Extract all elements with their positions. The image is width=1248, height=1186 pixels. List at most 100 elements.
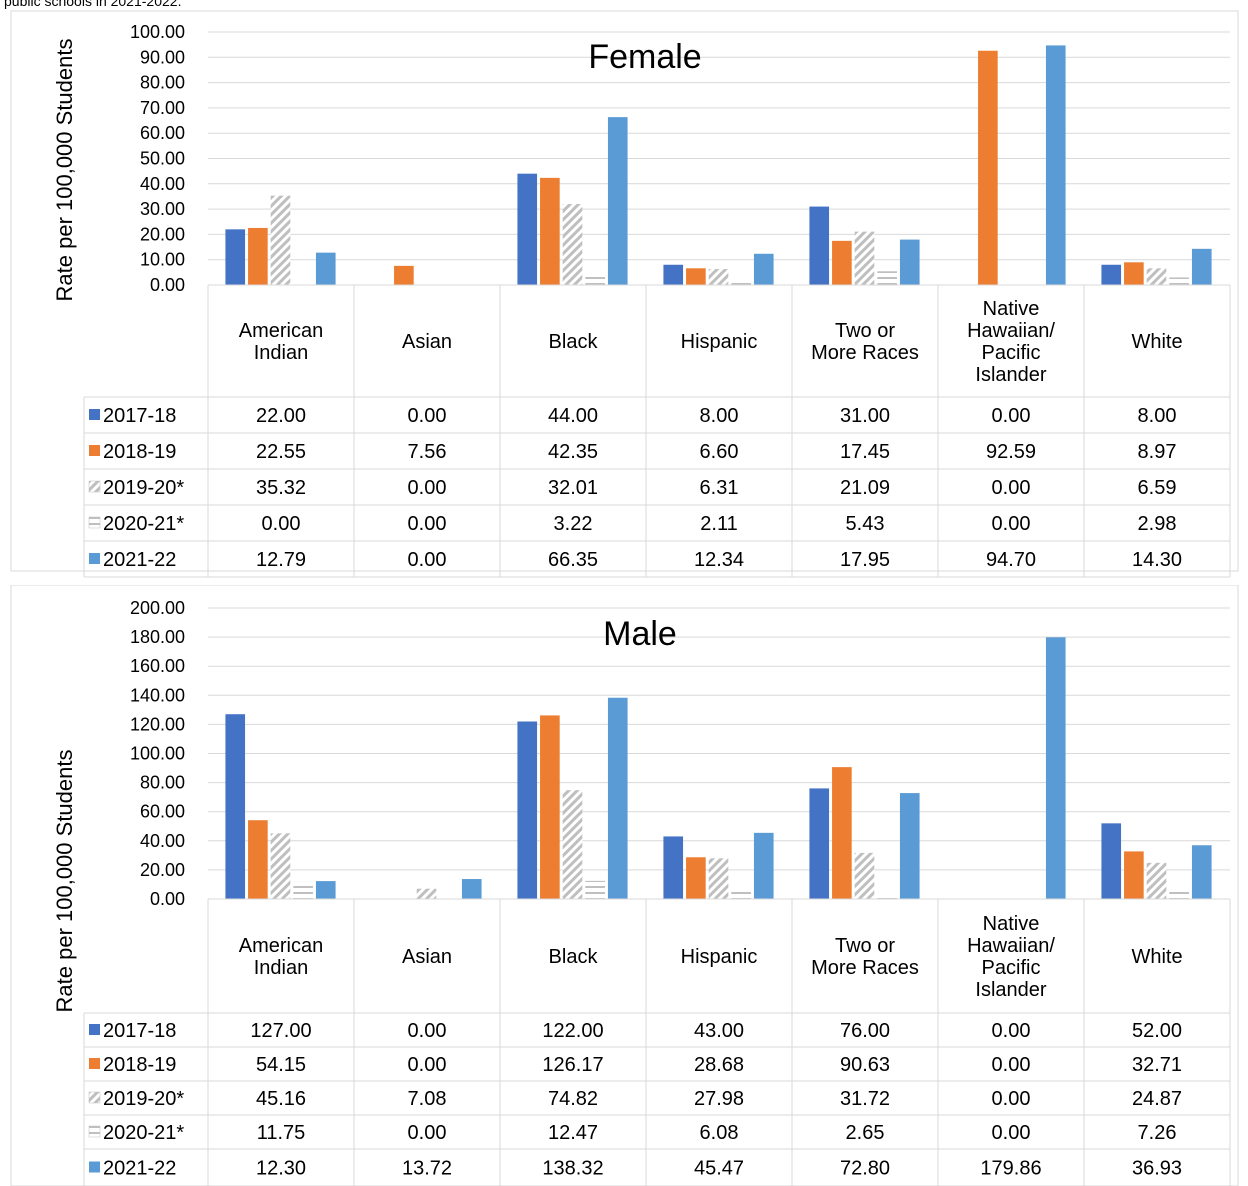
bar	[708, 858, 729, 899]
table-cell: 35.32	[256, 477, 306, 499]
table-cell: 7.26	[1138, 1122, 1177, 1144]
bar	[854, 231, 875, 285]
table-cell: 6.60	[700, 441, 739, 463]
bar	[753, 832, 774, 899]
table-cell: 12.47	[548, 1122, 598, 1144]
y-tick-label: 50.00	[140, 149, 185, 169]
bar	[1045, 637, 1066, 899]
table-cell: 6.08	[700, 1122, 739, 1144]
table-cell: 54.15	[256, 1054, 306, 1076]
female-chart-panel: 0.00 10.00 20.00 30.00 40.00 50.00 60.00 70.00 8…	[0, 0, 1248, 582]
bar	[1045, 45, 1066, 286]
legend-label: 2020-21*	[103, 1122, 184, 1144]
table-cell: 2.98	[1138, 513, 1177, 535]
table-cell: 12.79	[256, 549, 306, 571]
bar	[248, 227, 268, 285]
bar	[225, 229, 246, 285]
table-cell: 0.00	[992, 477, 1031, 499]
y-tick-label: 140.00	[130, 685, 185, 705]
table-cell: 12.34	[694, 549, 744, 571]
bar	[1101, 823, 1122, 899]
bar	[585, 880, 605, 899]
bar	[663, 264, 684, 285]
table-cell: 0.00	[992, 513, 1031, 535]
bar	[416, 888, 437, 899]
chart-frame	[10, 10, 1239, 572]
category-label: Hispanic	[681, 946, 758, 968]
bar	[1101, 264, 1122, 285]
legend-label: 2021-22	[103, 1158, 176, 1180]
chart-title: Female	[588, 38, 701, 76]
category-label: Native Hawaiian/Pacific Islander	[967, 913, 1055, 1001]
y-tick-label: 70.00	[140, 98, 185, 118]
bar	[315, 252, 336, 285]
y-tick-label: 80.00	[140, 773, 185, 793]
bar	[225, 714, 246, 899]
table-cell: 0.00	[992, 1020, 1031, 1042]
table-cell: 13.72	[402, 1158, 452, 1180]
category-label: Black	[549, 331, 599, 353]
table-cell: 12.30	[256, 1158, 306, 1180]
bar	[809, 788, 830, 899]
table-cell: 44.00	[548, 405, 598, 427]
category-label: Two or More Races	[811, 935, 919, 979]
table-cell: 179.86	[980, 1158, 1041, 1180]
y-tick-label: 160.00	[130, 656, 185, 676]
figure-caption: public schools in 2021-2022.	[4, 0, 182, 9]
table-cell: 36.93	[1132, 1158, 1182, 1180]
bar	[1169, 277, 1189, 285]
table-cell: 6.31	[700, 477, 739, 499]
legend-key	[88, 1125, 101, 1138]
legend-key	[89, 553, 100, 564]
table-cell: 0.00	[408, 549, 447, 571]
bar	[607, 117, 628, 286]
table-cell: 22.55	[256, 441, 306, 463]
table-cell: 2.65	[846, 1122, 885, 1144]
y-tick-label: 40.00	[140, 831, 185, 851]
y-tick-label: 100.00	[130, 744, 185, 764]
table-cell: 8.00	[700, 405, 739, 427]
bar	[270, 195, 291, 285]
legend-key	[88, 480, 101, 493]
y-tick-label: 10.00	[140, 250, 185, 270]
bar	[753, 253, 774, 285]
bar	[899, 793, 920, 899]
category-label: White	[1131, 331, 1182, 353]
table-cell: 0.00	[408, 1122, 447, 1144]
category-label: Two or More Races	[811, 320, 919, 364]
bar	[562, 204, 583, 285]
bar	[899, 239, 920, 285]
table-cell: 24.87	[1132, 1088, 1182, 1110]
table-cell: 66.35	[548, 549, 598, 571]
table-cell: 21.09	[840, 477, 890, 499]
chart-frame	[10, 585, 1239, 1186]
bar	[663, 836, 684, 899]
legend-label: 2020-21*	[103, 513, 184, 535]
female-chart: 0.00 10.00 20.00 30.00 40.00 50.00 60.00 70.00 8…	[10, 10, 1239, 578]
y-tick-label: 40.00	[140, 174, 185, 194]
table-cell: 5.43	[846, 513, 885, 535]
y-tick-label: 200.00	[130, 598, 185, 618]
y-tick-label: 60.00	[140, 123, 185, 143]
legend-label: 2019-20*	[103, 477, 184, 499]
table-cell: 32.71	[1132, 1054, 1182, 1076]
table-cell: 28.68	[694, 1054, 744, 1076]
table-cell: 72.80	[840, 1158, 890, 1180]
table-cell: 31.00	[840, 405, 890, 427]
bar	[1169, 888, 1189, 899]
table-cell: 45.16	[256, 1088, 306, 1110]
bar	[461, 879, 482, 899]
y-axis-label: Rate per 100,000 Students	[52, 39, 77, 302]
bar	[1191, 845, 1212, 899]
bar	[1124, 851, 1144, 899]
bar	[877, 271, 897, 285]
y-axis-label: Rate per 100,000 Students	[52, 750, 77, 1013]
legend-key	[89, 1058, 100, 1069]
table-cell: 0.00	[262, 513, 301, 535]
table-cell: 0.00	[408, 405, 447, 427]
y-tick-label: 100.00	[130, 22, 185, 42]
table-cell: 0.00	[408, 1054, 447, 1076]
table-cell: 6.59	[1138, 477, 1177, 499]
table-cell: 45.47	[694, 1158, 744, 1180]
table-cell: 0.00	[992, 1122, 1031, 1144]
